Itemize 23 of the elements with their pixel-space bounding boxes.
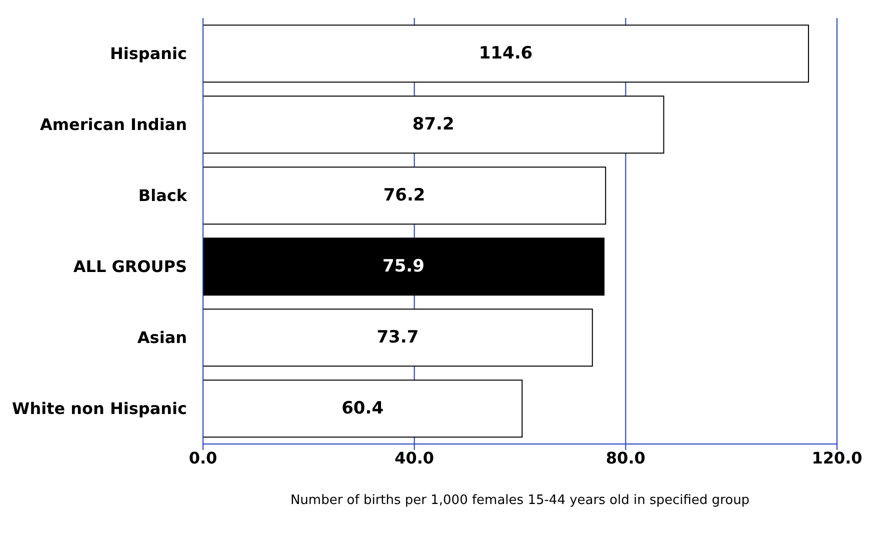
- data-label: 87.2: [412, 114, 454, 135]
- x-tick-label: 40.0: [394, 448, 434, 468]
- x-tick-label: 80.0: [606, 448, 646, 468]
- data-label: 114.6: [478, 44, 533, 64]
- bar: [203, 166, 606, 225]
- bar: [203, 96, 664, 154]
- data-label: 75.9: [382, 256, 424, 277]
- bar: [203, 24, 809, 83]
- bar: [203, 380, 523, 438]
- bar: [203, 308, 593, 367]
- data-label: 73.7: [376, 328, 419, 348]
- y-tick-label: White non Hispanic: [12, 399, 187, 418]
- data-label: 60.4: [342, 398, 384, 419]
- x-tick-label: 0.0: [188, 448, 218, 468]
- bar: [203, 238, 605, 296]
- y-tick-label: Asian: [137, 328, 187, 348]
- y-tick-label: ALL GROUPS: [73, 257, 187, 276]
- x-axis-title: Number of births per 1,000 females 15-44 years old in specified group: [290, 493, 750, 508]
- x-tick-label: 120.0: [812, 448, 862, 468]
- y-tick-label: Black: [138, 186, 188, 206]
- y-tick-label: Hispanic: [110, 44, 187, 64]
- data-label: 76.2: [383, 186, 426, 206]
- y-tick-label: American Indian: [40, 115, 187, 134]
